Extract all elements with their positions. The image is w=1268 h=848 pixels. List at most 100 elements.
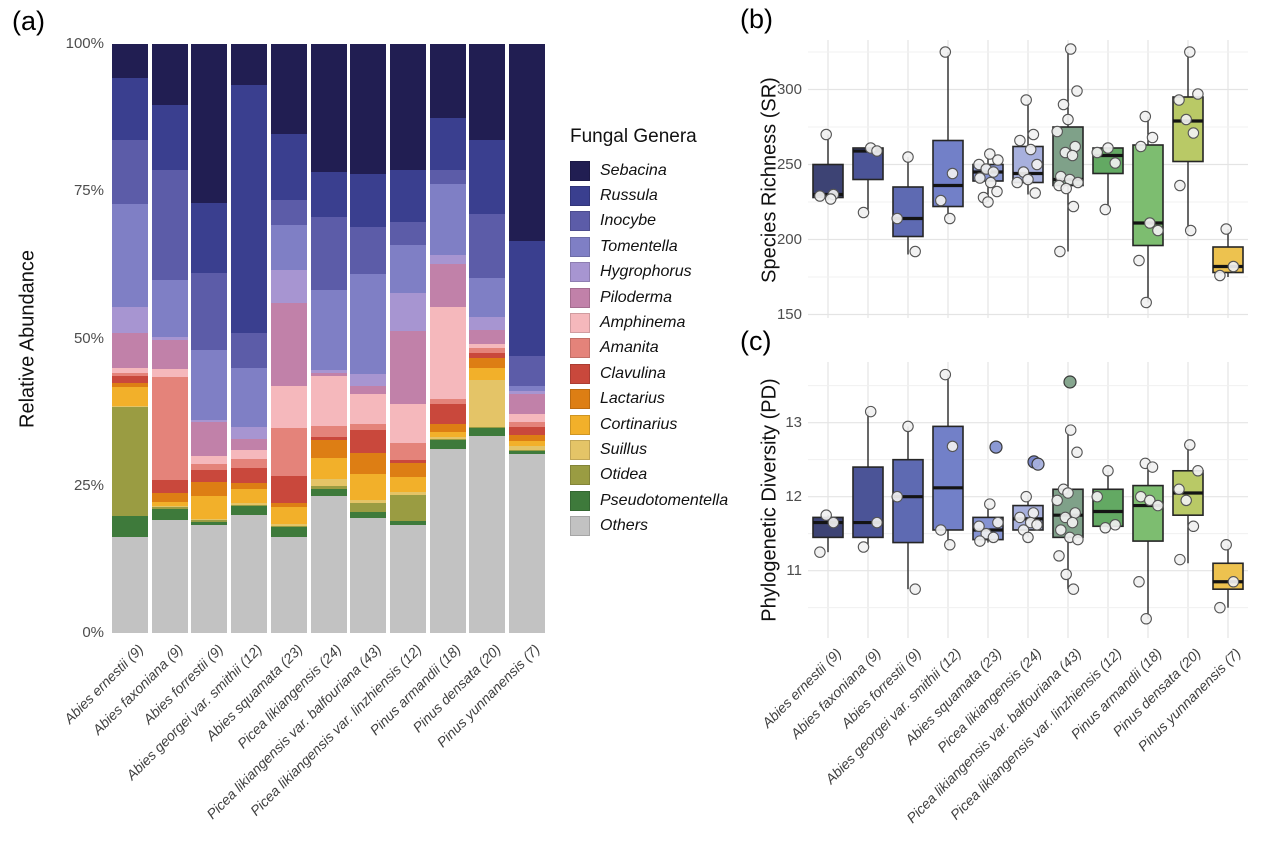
bar-segment-pseudotomentella xyxy=(270,526,307,537)
jitter-point xyxy=(1173,94,1185,106)
bar-segment-otidea xyxy=(151,507,188,509)
legend-swatch-tomentella xyxy=(570,236,590,257)
bar-segment-others xyxy=(389,525,426,633)
bar-segment-otidea xyxy=(112,407,148,516)
bar-segment-tomentella xyxy=(112,203,148,307)
bar-segment-sebacina xyxy=(151,44,188,106)
jitter-point xyxy=(991,185,1003,198)
legend-item-cortinarius: Cortinarius xyxy=(570,412,728,437)
bar-segment-amanita xyxy=(151,376,188,480)
bar-segment-pseudotomentella xyxy=(112,515,148,538)
bar-segment-inocybe xyxy=(191,273,228,350)
jitter-point xyxy=(1192,88,1204,100)
bar-segment-sebacina xyxy=(509,44,545,242)
bar-segment-inocybe xyxy=(389,221,426,246)
jitter-point xyxy=(814,190,826,202)
legend-item-piloderma: Piloderma xyxy=(570,285,728,310)
bar-segment-suillus xyxy=(469,379,506,427)
bar-segment-suillus xyxy=(231,503,268,506)
bar-segment-others xyxy=(112,537,148,633)
jitter-point xyxy=(1022,173,1034,186)
bar-segment-clavulina xyxy=(151,479,188,494)
bar-segment-lactarius xyxy=(509,435,545,442)
bar-segment-amanita xyxy=(310,425,347,438)
panel-b-y-axis-title: Species Richness (SR) xyxy=(758,77,781,283)
panel-b-label: (b) xyxy=(740,4,773,34)
outlier-point xyxy=(1063,375,1077,389)
bar-segment-lactarius xyxy=(469,357,506,368)
jitter-point xyxy=(1174,179,1186,192)
bar-segment-tomentella xyxy=(310,289,347,370)
panel-a-y-axis-title: Relative Abundance xyxy=(16,250,39,428)
jitter-point xyxy=(1214,269,1226,282)
bar-segment-suillus xyxy=(509,446,545,450)
bar-segment-suillus xyxy=(191,519,228,521)
jitter-point xyxy=(1187,520,1200,533)
bar-segment-amanita xyxy=(350,423,387,430)
bar-segment-suillus xyxy=(429,436,466,439)
legend-label: Suillus xyxy=(600,440,648,458)
legend-swatch-hygrophorus xyxy=(570,262,590,283)
bar-segment-tomentella xyxy=(469,278,506,317)
bar-segment-sebacina xyxy=(310,44,347,172)
jitter-point xyxy=(871,516,883,529)
jitter-point xyxy=(1109,157,1121,169)
bar-segment-amphinema xyxy=(231,450,268,460)
jitter-point xyxy=(944,212,956,225)
jitter-point xyxy=(1060,182,1072,195)
bar-segment-otidea xyxy=(389,494,426,521)
jitter-point xyxy=(1102,142,1114,154)
bar-segment-others xyxy=(231,515,268,633)
boxplot-species-richness xyxy=(808,40,1248,318)
jitter-point xyxy=(1220,223,1232,235)
legend-swatch-others xyxy=(570,516,590,537)
bar-segment-sebacina xyxy=(112,44,148,78)
bar-segment-amphinema xyxy=(350,394,387,424)
outlier-point xyxy=(989,440,1003,454)
bar-segment-tomentella xyxy=(389,245,426,293)
bar-segment-russula xyxy=(350,173,387,227)
bar-segment-piloderma xyxy=(310,372,347,376)
jitter-point xyxy=(984,498,996,510)
jitter-point xyxy=(1174,553,1186,566)
bar-segment-clavulina xyxy=(389,460,426,464)
bar-segment-russula xyxy=(270,133,307,201)
jitter-point xyxy=(824,193,837,205)
bar-segment-otidea xyxy=(509,449,545,451)
legend-label: Otidea xyxy=(600,466,648,484)
jitter-point xyxy=(820,128,832,141)
bar-segment-pseudotomentella xyxy=(429,440,466,449)
jitter-point xyxy=(1146,461,1159,473)
bar-segment-russula xyxy=(231,85,268,333)
bar-segment-amanita xyxy=(509,422,545,427)
bar-segment-pseudotomentella xyxy=(310,488,347,496)
bar-segment-amphinema xyxy=(389,404,426,443)
y-tick-label: 13 xyxy=(785,413,802,431)
jitter-point xyxy=(1024,143,1037,156)
bar-segment-amphinema xyxy=(270,386,307,428)
jitter-point xyxy=(946,167,959,180)
legend-item-others: Others xyxy=(570,513,728,538)
jitter-point xyxy=(935,194,947,207)
bar-segment-clavulina xyxy=(270,476,307,503)
jitter-point xyxy=(814,546,826,558)
bar-segment-russula xyxy=(389,170,426,222)
legend-item-inocybe: Inocybe xyxy=(570,209,728,234)
jitter-point xyxy=(1020,94,1032,106)
jitter-point xyxy=(909,583,921,595)
bar-segment-pseudotomentella xyxy=(151,508,188,521)
jitter-point xyxy=(1055,524,1067,536)
bar-segment-others xyxy=(350,518,387,633)
jitter-point xyxy=(1064,43,1077,55)
jitter-point xyxy=(987,531,1000,544)
jitter-point xyxy=(1053,550,1065,562)
bar-segment-sebacina xyxy=(350,44,387,174)
bar-segment-others xyxy=(429,448,466,633)
y-tick-label: 75% xyxy=(73,182,104,200)
jitter-point xyxy=(857,541,870,553)
legend-label: Tomentella xyxy=(600,237,678,255)
legend-item-tomentella: Tomentella xyxy=(570,234,728,259)
jitter-point xyxy=(992,154,1004,166)
bar-segment-hygrophorus xyxy=(310,369,347,373)
bar-segment-amphinema xyxy=(112,367,148,373)
